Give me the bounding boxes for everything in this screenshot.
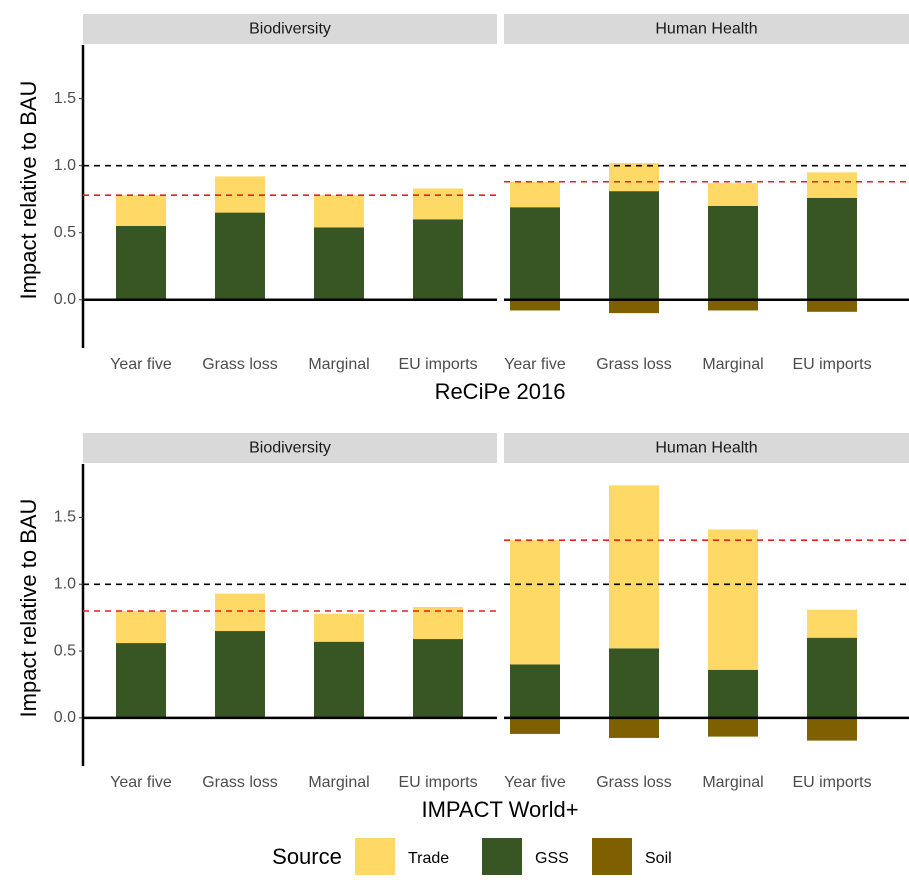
- bar-segment: [510, 717, 560, 734]
- bar-segment: [708, 299, 758, 311]
- facet-strip: [504, 433, 909, 463]
- x-tick-label: Marginal: [702, 356, 763, 373]
- y-tick-label: 0.5: [54, 224, 76, 241]
- bar-segment: [116, 195, 166, 226]
- bar-segment: [215, 631, 265, 718]
- facet-strip: [504, 14, 909, 44]
- facet-label: Biodiversity: [249, 440, 331, 457]
- x-tick-label: Grass loss: [202, 774, 278, 791]
- x-tick-label: Grass loss: [596, 774, 672, 791]
- bar-segment: [708, 529, 758, 670]
- bar-segment: [116, 225, 166, 300]
- y-tick-label: 1.5: [54, 90, 76, 107]
- y-tick-label: 0.5: [54, 642, 76, 659]
- bar-segment: [314, 641, 364, 718]
- facet-label: Human Health: [655, 21, 757, 38]
- bar-segment: [413, 606, 463, 640]
- legend-swatch: [482, 838, 522, 878]
- x-axis-title: ReCiPe 2016: [435, 379, 566, 404]
- bar-segment: [215, 593, 265, 632]
- bar-segment: [807, 197, 857, 300]
- y-axis-label: Impact relative to BAU: [16, 499, 41, 718]
- bar-segment: [510, 207, 560, 300]
- bar-segment: [609, 485, 659, 649]
- legend-label: GSS: [535, 850, 569, 867]
- x-tick-label: Year five: [504, 774, 566, 791]
- bar-segment: [807, 609, 857, 638]
- legend-title: Source: [272, 844, 342, 869]
- y-tick-label: 1.0: [54, 157, 76, 174]
- bar-segment: [609, 162, 659, 192]
- bar-segment: [413, 188, 463, 220]
- bar-segment: [314, 227, 364, 300]
- bar-segment: [510, 181, 560, 208]
- x-axis-title: IMPACT World+: [421, 797, 578, 822]
- x-tick-label: Year five: [110, 774, 172, 791]
- bar-segment: [708, 183, 758, 206]
- bar-segment: [609, 299, 659, 314]
- bar-segment: [413, 219, 463, 300]
- bar-segment: [807, 299, 857, 312]
- facet-label: Human Health: [655, 440, 757, 457]
- facet-label: Biodiversity: [249, 21, 331, 38]
- bar-segment: [510, 299, 560, 311]
- bar-segment: [807, 172, 857, 198]
- x-tick-label: Marginal: [308, 774, 369, 791]
- bar-segment: [609, 717, 659, 738]
- bar-segment: [510, 664, 560, 718]
- bar-segment: [609, 191, 659, 300]
- x-tick-label: Marginal: [702, 774, 763, 791]
- x-tick-label: Grass loss: [596, 356, 672, 373]
- x-tick-label: EU imports: [792, 356, 871, 373]
- bar-segment: [314, 195, 364, 228]
- facet-strip: [83, 433, 497, 463]
- x-tick-label: Year five: [110, 356, 172, 373]
- bar-segment: [116, 643, 166, 718]
- bar-segment: [708, 669, 758, 718]
- bar-segment: [807, 637, 857, 718]
- legend-swatch: [355, 838, 395, 878]
- bar-segment: [609, 648, 659, 718]
- facet-strip: [83, 14, 497, 44]
- y-tick-label: 1.0: [54, 575, 76, 592]
- x-tick-label: EU imports: [398, 774, 477, 791]
- bar-segment: [708, 205, 758, 300]
- bar-segment: [116, 610, 166, 644]
- x-tick-label: Grass loss: [202, 356, 278, 373]
- y-axis-label: Impact relative to BAU: [16, 81, 41, 300]
- y-tick-label: 1.5: [54, 509, 76, 526]
- x-tick-label: EU imports: [398, 356, 477, 373]
- y-tick-label: 0.0: [54, 709, 76, 726]
- x-tick-label: Marginal: [308, 356, 369, 373]
- bar-segment: [807, 717, 857, 741]
- y-tick-label: 0.0: [54, 291, 76, 308]
- legend-swatch: [592, 838, 632, 878]
- bar-segment: [215, 212, 265, 300]
- bar-segment: [413, 639, 463, 718]
- bar-segment: [708, 717, 758, 737]
- legend-label: Soil: [645, 850, 672, 867]
- x-tick-label: EU imports: [792, 774, 871, 791]
- bar-segment: [510, 540, 560, 665]
- legend-label: Trade: [408, 850, 449, 867]
- bar-segment: [314, 613, 364, 642]
- x-tick-label: Year five: [504, 356, 566, 373]
